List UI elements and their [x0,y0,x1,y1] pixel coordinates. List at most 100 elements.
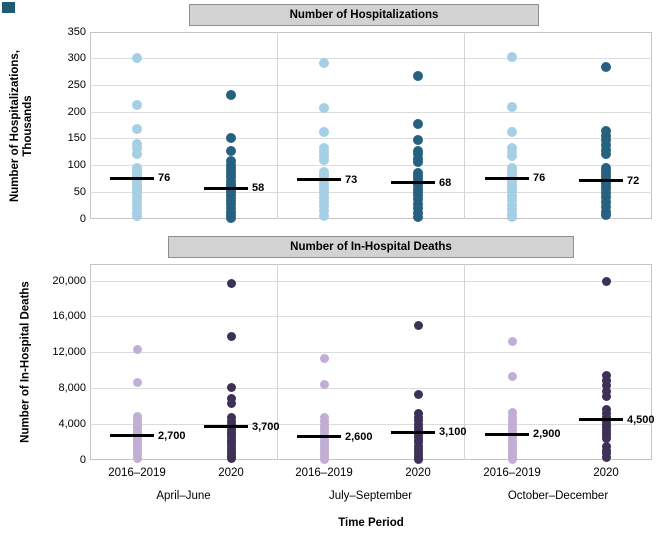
data-point [319,380,329,390]
median-line [391,430,435,434]
data-point [413,134,423,145]
data-point [226,331,236,341]
data-point [132,453,142,463]
data-point [132,377,142,387]
data-point [413,454,423,464]
data-point [226,145,236,156]
data-point [507,52,517,63]
y-axis-title-deaths: Number of In-Hospital Deaths [20,281,33,443]
group-label: April–June [156,490,211,502]
data-point [507,372,517,382]
group-separator [277,264,278,460]
data-point [319,103,329,114]
data-point [319,127,329,138]
median-label: 72 [627,174,640,187]
median-label: 58 [252,182,265,194]
group-separator [464,264,465,460]
median-line [391,181,435,185]
gridline [90,191,652,193]
data-point [132,211,142,222]
x-tick-label: 2016–2019 [108,467,166,479]
data-point [132,124,142,135]
y-tick-label: 50 [73,185,86,198]
median-line [579,418,623,422]
gridline [90,111,652,113]
data-point [413,157,423,168]
median-line [297,178,341,182]
data-point [507,211,517,222]
median-line [485,432,529,436]
x-tick-label: 2020 [593,467,619,479]
data-point [226,399,236,409]
y-tick-label: 0 [79,212,86,225]
y-tick-label: 200 [67,105,86,118]
data-point [601,209,611,220]
data-point [226,383,236,392]
data-point [226,393,236,403]
y-tick-label: 100 [67,159,86,172]
data-point [413,321,423,331]
y-tick-label: 250 [67,78,86,91]
data-point [601,391,611,401]
data-point [413,70,423,81]
data-point [601,452,611,462]
median-label: 3,100 [439,426,467,439]
y-tick-label: 20,000 [52,274,86,287]
data-point [132,148,142,159]
data-point [226,132,236,143]
y-tick-label: 12,000 [52,346,86,359]
gridline [90,316,652,318]
group-separator [277,32,278,219]
data-point [319,57,329,68]
median-line [204,186,248,190]
group-label: July–September [328,490,413,502]
data-point [601,386,611,396]
data-point [601,276,611,286]
data-point [601,381,611,391]
gridline [90,84,652,86]
group-separator [464,32,465,219]
data-point [226,212,236,223]
data-point [413,390,423,400]
gridline [90,165,652,167]
gridline [90,387,652,389]
y-axis-title-line: Thousands [22,95,34,157]
median-line [485,176,529,180]
data-point [226,279,236,289]
panel-title-hospitalizations: Number of Hospitalizations [189,4,539,26]
x-tick-label: 2020 [405,467,431,479]
median-line [110,176,154,180]
y-tick-label: 16,000 [52,310,86,323]
gridline [90,423,652,425]
panel-title-deaths: Number of In-Hospital Deaths [168,236,574,258]
data-point [507,150,517,161]
median-label: 76 [158,172,171,185]
median-line [204,425,248,429]
median-line [579,179,623,183]
data-point [319,454,329,464]
median-label: 2,900 [533,428,561,441]
y-tick-label: 300 [67,52,86,65]
data-point [132,143,142,154]
y-tick-label: 8,000 [58,381,86,394]
x-tick-label: 2016–2019 [295,467,353,479]
data-point [132,344,142,354]
data-point [319,354,329,364]
median-line [297,435,341,439]
x-tick-label: 2020 [218,467,244,479]
data-point [319,210,329,221]
y-tick-label: 0 [79,453,86,466]
data-point [601,434,611,444]
gridline [90,352,652,354]
plot-area-border [90,32,652,219]
y-tick-label: 350 [67,25,86,38]
median-label: 2,700 [158,429,186,442]
median-label: 3,700 [252,420,280,433]
x-axis-title: Time Period [338,517,404,529]
data-point [601,61,611,72]
data-point [132,99,142,110]
gridline [90,58,652,60]
data-point [132,52,142,63]
data-point [507,101,517,112]
